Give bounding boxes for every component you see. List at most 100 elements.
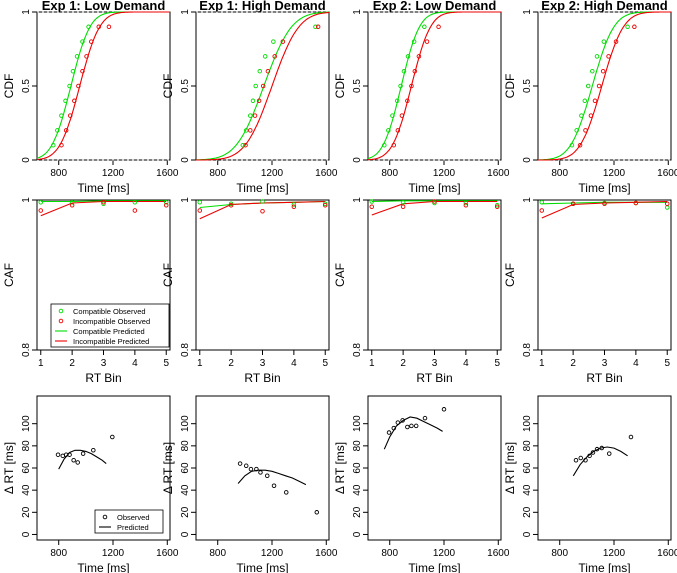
incompatible-observed-point <box>38 208 44 213</box>
cdf-panel-2: 800 1200 1600 0 0.5 1 Time [ms] CDF <box>161 9 338 195</box>
x-axis-label: Time [ms] <box>236 181 288 195</box>
y-axis-label: CDF <box>333 74 347 99</box>
incompatible-observed-point <box>391 142 397 148</box>
delta-observed-point <box>400 418 405 423</box>
y-axis-label: CAF <box>161 263 175 287</box>
legend-box <box>50 303 170 348</box>
x-axis-label: RT Bin <box>244 371 280 385</box>
y-tick-label: 0 <box>522 531 533 537</box>
delta-observed-point <box>314 510 320 515</box>
delta-observed-point <box>628 434 634 440</box>
x-tick-label: 1 <box>539 358 545 369</box>
compatible-observed-point <box>394 98 400 104</box>
compatible-observed-point <box>248 113 253 118</box>
compatible-observed-point <box>228 201 234 206</box>
y-tick-label: 0 <box>180 531 191 537</box>
incompatible-predicted-curve <box>538 11 671 161</box>
delta-predicted-line <box>58 449 107 470</box>
delta-observed-point <box>75 460 80 465</box>
delta-observed-point <box>284 490 289 495</box>
compatible-observed-point <box>390 113 395 118</box>
y-axis-label: CDF <box>503 74 517 99</box>
compatible-observed-point <box>291 202 297 207</box>
compatible-observed-point <box>382 142 387 148</box>
compatible-observed-point <box>67 83 72 89</box>
compatible-observed-point <box>569 142 575 148</box>
incompatible-predicted-curve <box>368 11 501 161</box>
compatible-observed-point <box>132 199 138 205</box>
y-tick-label: 1 <box>180 197 191 203</box>
compatible-observed-point <box>313 24 318 30</box>
legend-entry: Incompatible Observed <box>73 317 150 326</box>
incompatible-observed-point <box>272 54 277 59</box>
incompatible-observed-point <box>405 98 410 104</box>
y-tick-label: 0 <box>180 157 191 163</box>
compatible-observed-point <box>401 68 407 74</box>
legend-entry: Compatible Predicted <box>73 327 145 336</box>
y-tick-label: 80 <box>21 440 32 452</box>
panel-title-4: Exp 2: High Demand <box>541 0 667 13</box>
incompatible-observed-point <box>632 24 637 30</box>
incompatible-observed-point <box>256 98 262 104</box>
x-axis-label: Time [ms] <box>578 181 630 195</box>
incompatible-observed-point <box>416 54 422 59</box>
x-tick-label: 1200 <box>433 548 456 559</box>
y-tick-label: 1 <box>21 197 32 203</box>
incompatible-observed-point <box>400 204 406 209</box>
compatible-observed-point <box>163 199 169 205</box>
x-tick-label: 800 <box>551 168 568 179</box>
legend-entry: Predicted <box>117 523 149 532</box>
x-tick-label: 3 <box>101 358 107 369</box>
y-tick-label: 1 <box>522 197 533 203</box>
delta-observed-point <box>80 451 86 456</box>
delta-observed-point <box>391 425 397 431</box>
x-tick-label: 1 <box>197 358 203 369</box>
delta-observed-point <box>71 457 76 463</box>
compatible-observed-point <box>271 39 276 44</box>
x-tick-label: 2 <box>228 358 234 369</box>
incompatible-observed-point <box>369 204 375 209</box>
incompatible-observed-point <box>463 202 469 208</box>
incompatible-observed-point <box>583 128 588 133</box>
compatible-observed-point <box>260 199 265 204</box>
delta-observed-point <box>599 445 605 451</box>
delta-observed-point <box>441 407 447 412</box>
x-tick-label: 5 <box>664 358 670 369</box>
caf-panel-2: 1 2 3 4 5 0.8 1 RT Bin CAF <box>161 197 330 385</box>
compatible-observed-point <box>38 199 44 205</box>
delta-observed-point <box>237 461 243 466</box>
incompatible-predicted-curve <box>196 11 330 161</box>
delta-observed-point <box>594 446 600 452</box>
incompatible-observed-point <box>399 113 405 118</box>
delta-panel-2: 800 1200 1600 0 20 40 60 80 100 Time [ms] Δ RT [ms… <box>161 395 338 573</box>
delta-observed-point <box>607 451 612 456</box>
y-tick-label: 60 <box>180 462 191 474</box>
x-tick-label: 2 <box>570 358 576 369</box>
x-tick-label: 3 <box>432 358 438 369</box>
x-tick-label: 2 <box>69 358 75 369</box>
incompatible-observed-point <box>84 54 89 59</box>
delta-observed-point <box>248 466 254 472</box>
delta-observed-point <box>386 430 392 435</box>
y-tick-label: 0.5 <box>352 79 363 93</box>
y-tick-label: 0 <box>522 157 533 163</box>
incompatible-observed-point <box>606 54 611 59</box>
x-tick-label: 1200 <box>603 168 626 179</box>
y-tick-label: 0 <box>21 157 32 163</box>
compatible-observed-point <box>59 113 64 118</box>
x-axis-label: Time [ms] <box>408 181 460 195</box>
compatible-observed-point <box>74 54 80 59</box>
x-tick-label: 3 <box>602 358 608 369</box>
incompatible-observed-point <box>424 39 430 44</box>
x-tick-label: 3 <box>260 358 266 369</box>
compatible-observed-point <box>585 83 591 89</box>
incompatible-observed-point <box>89 39 94 44</box>
delta-observed-point <box>395 420 401 425</box>
y-tick-label: 0.8 <box>180 343 191 357</box>
cdf-panel-1: 800 1200 1600 0 0.5 1 Time [ms] CDF <box>2 9 179 195</box>
compatible-observed-point <box>262 54 268 59</box>
incompatible-observed-point <box>432 199 437 204</box>
caf-panel-4: 1 2 3 4 5 0.8 1 RT Bin CAF <box>503 197 672 385</box>
compatible-observed-point <box>240 142 246 148</box>
